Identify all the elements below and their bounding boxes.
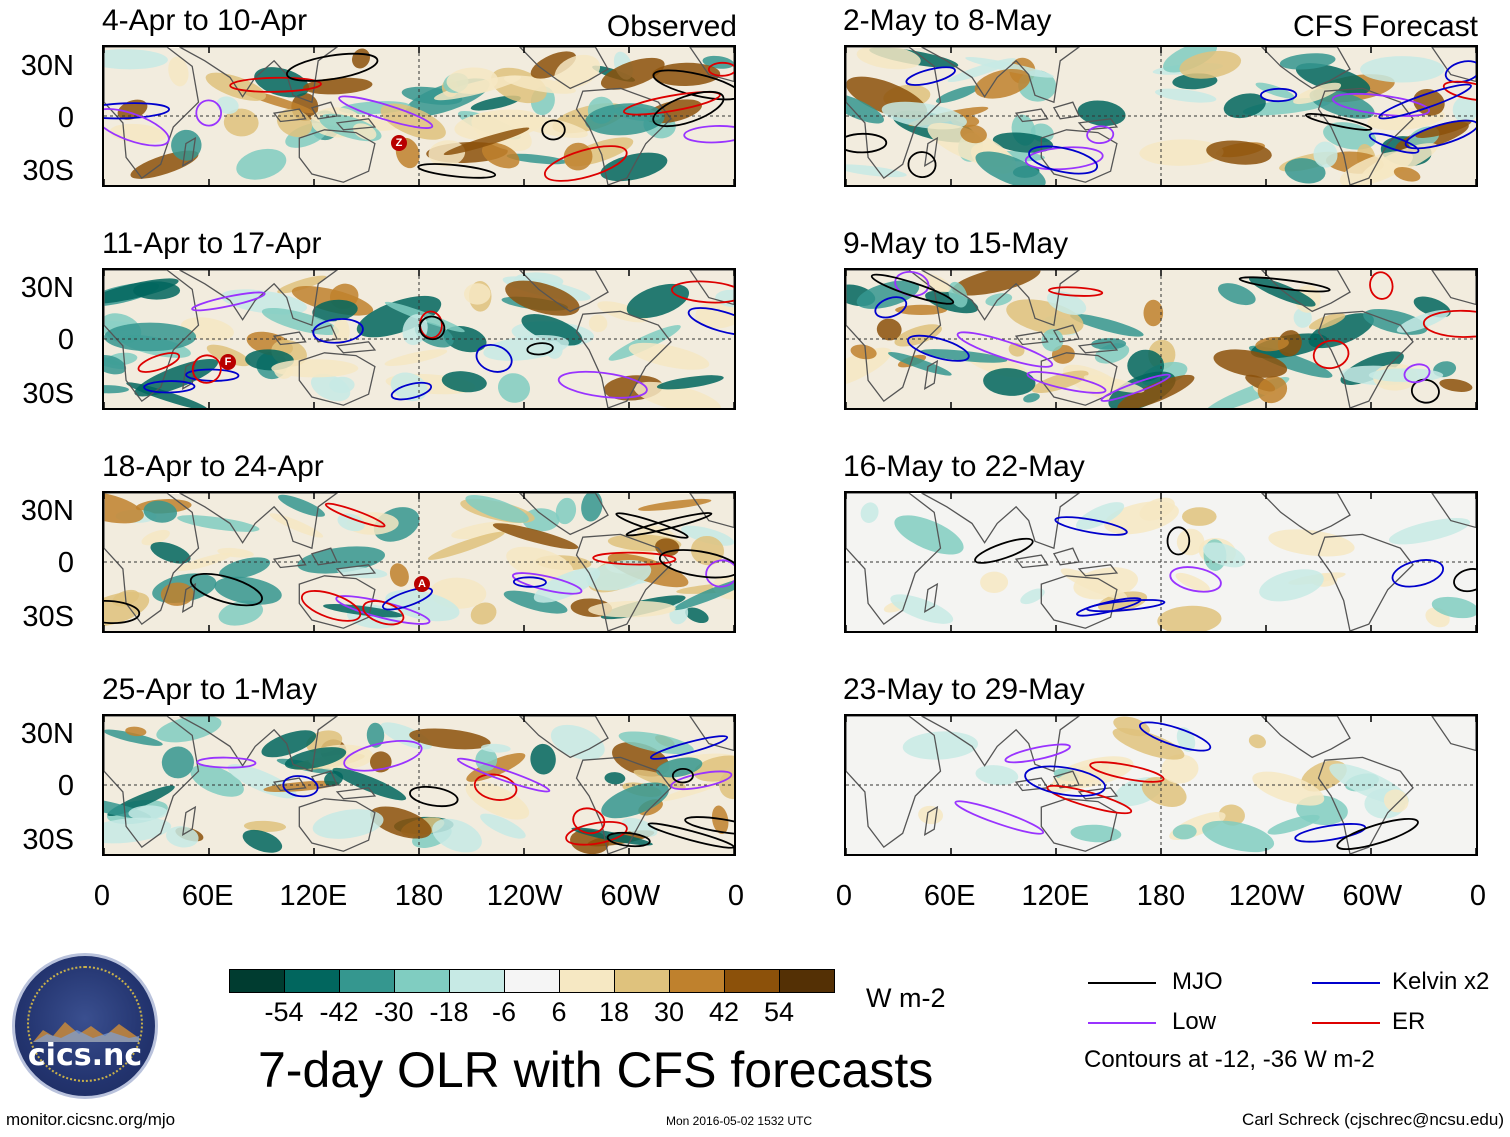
- lat-label-30n: 30N: [20, 495, 74, 527]
- map-panel-fc-4: [844, 714, 1478, 856]
- colorbar-swatch: [284, 969, 340, 993]
- logo-ring: [27, 966, 143, 1082]
- colorbar-label: -18: [429, 997, 469, 1027]
- legend-line-kelvin: [1312, 982, 1380, 984]
- panel-title-obs-3: 18-Apr to 24-Apr: [102, 450, 324, 483]
- legend-line-low: [1088, 1022, 1156, 1024]
- lat-label-30n: 30N: [20, 718, 74, 750]
- observed-label: Observed: [606, 10, 737, 43]
- legend-note: Contours at -12, -36 W m-2: [1084, 1046, 1375, 1073]
- lon-label: 120E: [279, 880, 348, 912]
- panel-title-fc-3: 16-May to 22-May: [843, 450, 1085, 483]
- panel-title-fc-2: 9-May to 15-May: [843, 227, 1069, 260]
- colorbar-swatch: [229, 969, 285, 993]
- colorbar-swatch: [559, 969, 615, 993]
- lon-label: 180: [1136, 880, 1186, 912]
- colorbar-label: 42: [708, 997, 740, 1027]
- lat-label-30s: 30S: [22, 155, 74, 187]
- colorbar-label: 6: [551, 997, 567, 1027]
- map-panel-obs-1: [102, 45, 736, 187]
- map-panel-obs-2: [102, 268, 736, 410]
- lat-label-30n: 30N: [20, 272, 74, 304]
- legend-label-mjo: MJO: [1172, 968, 1223, 995]
- olr-map: [846, 493, 1476, 631]
- map-panel-obs-3: [102, 491, 736, 633]
- forecast-label: CFS Forecast: [1292, 10, 1478, 43]
- colorbar-label: 54: [763, 997, 795, 1027]
- lat-label-30s: 30S: [22, 378, 74, 410]
- colorbar-label: -54: [264, 997, 304, 1027]
- legend-line-mjo: [1088, 982, 1156, 984]
- colorbar-swatch: [724, 969, 780, 993]
- lat-label-eq: 0: [57, 324, 74, 356]
- storm-marker-z: Z: [391, 135, 407, 151]
- olr-map: [846, 47, 1476, 185]
- lon-label: 60E: [181, 880, 234, 912]
- footer-url[interactable]: monitor.cicsnc.org/mjo: [6, 1110, 176, 1129]
- lat-label-eq: 0: [57, 770, 74, 802]
- lat-label-eq: 0: [57, 102, 74, 134]
- colorbar-swatch: [504, 969, 560, 993]
- legend-line-er: [1312, 1022, 1380, 1024]
- olr-map: [104, 270, 734, 408]
- lon-label: 60W: [1342, 880, 1403, 912]
- panel-title-fc-4: 23-May to 29-May: [843, 673, 1085, 706]
- storm-marker-a: A: [414, 576, 430, 592]
- lon-label: 0: [93, 880, 111, 912]
- lon-label: 120W: [486, 880, 563, 912]
- panel-title-fc-1: 2-May to 8-May: [843, 4, 1052, 37]
- colorbar-label: -30: [374, 997, 414, 1027]
- lat-label-30n: 30N: [20, 50, 74, 82]
- colorbar-units: W m-2: [866, 983, 946, 1013]
- lon-label: 0: [835, 880, 853, 912]
- legend-label-low: Low: [1172, 1008, 1217, 1035]
- logo-hills-icon: [33, 1022, 139, 1042]
- colorbar-label: -42: [319, 997, 359, 1027]
- lat-label-30s: 30S: [22, 824, 74, 856]
- colorbar-label: 18: [598, 997, 630, 1027]
- lon-label: 60E: [923, 880, 976, 912]
- colorbar-swatch: [449, 969, 505, 993]
- cicsnc-logo: cics.nc: [12, 953, 158, 1099]
- panel-title-obs-1: 4-Apr to 10-Apr: [102, 4, 308, 37]
- map-panel-fc-3: [844, 491, 1478, 633]
- lon-label: 0: [727, 880, 745, 912]
- footer-timestamp: Mon 2016-05-02 1532 UTC: [666, 1114, 813, 1128]
- logo-text: cics.nc: [27, 1038, 143, 1073]
- colorbar-swatch: [779, 969, 835, 993]
- map-panel-obs-4: [102, 714, 736, 856]
- panel-title-obs-2: 11-Apr to 17-Apr: [102, 227, 322, 260]
- lat-label-30s: 30S: [22, 601, 74, 633]
- storm-marker-f: F: [220, 354, 236, 370]
- map-panel-fc-1: [844, 45, 1478, 187]
- legend-label-kelvin: Kelvin x2: [1392, 968, 1490, 995]
- olr-map: [846, 716, 1476, 854]
- lon-label: 180: [394, 880, 444, 912]
- olr-map: [104, 493, 734, 631]
- olr-map: [104, 716, 734, 854]
- lat-label-eq: 0: [57, 547, 74, 579]
- panel-title-obs-4: 25-Apr to 1-May: [102, 673, 318, 706]
- main-title: 7-day OLR with CFS forecasts: [258, 1042, 934, 1098]
- colorbar-swatch: [669, 969, 725, 993]
- colorbar-swatch: [394, 969, 450, 993]
- lon-label: 60W: [600, 880, 661, 912]
- lon-label: 0: [1469, 880, 1487, 912]
- lon-label: 120W: [1228, 880, 1305, 912]
- colorbar-swatch: [339, 969, 395, 993]
- footer-credit: Carl Schreck (cjschrec@ncsu.edu): [1242, 1110, 1504, 1129]
- colorbar-label: 30: [653, 997, 685, 1027]
- olr-map: [846, 270, 1476, 408]
- colorbar-label: -6: [491, 997, 516, 1027]
- map-panel-fc-2: [844, 268, 1478, 410]
- lon-label: 120E: [1021, 880, 1090, 912]
- colorbar-swatch: [614, 969, 670, 993]
- legend-label-er: ER: [1392, 1008, 1426, 1035]
- olr-map: [104, 47, 734, 185]
